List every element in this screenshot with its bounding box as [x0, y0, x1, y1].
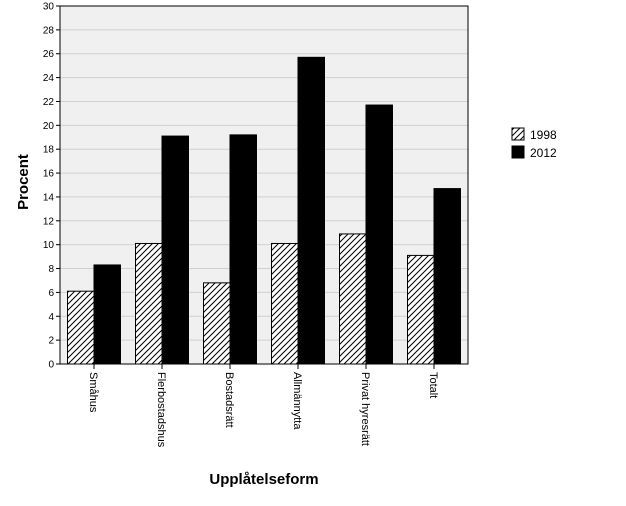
bar-2012-0 — [93, 264, 121, 365]
y-tick-label: 16 — [43, 169, 55, 180]
plot-frame — [59, 5, 469, 365]
grid-lines — [60, 29, 468, 341]
y-tick-label: 6 — [48, 288, 54, 299]
bar-1998-5 — [407, 254, 435, 365]
bar-2012-4 — [365, 104, 393, 365]
bar-1998-1 — [135, 242, 163, 365]
bar-2012-5 — [433, 188, 461, 365]
legend-swatch-1998 — [511, 127, 525, 141]
x-tick-label: Privat hyresrätt — [359, 372, 371, 446]
x-tick-label: Bostadsrätt — [223, 372, 235, 428]
x-axis-ticks: Småhus Flerbostadshus Bostadsrätt Allmännyt… — [87, 364, 439, 448]
bar-1998-3 — [271, 242, 299, 365]
bars — [67, 56, 461, 365]
y-tick-label: 22 — [43, 97, 55, 108]
bar-2012-1 — [161, 135, 189, 365]
y-tick-label: 10 — [43, 240, 55, 251]
bar-2012-3 — [297, 56, 325, 365]
y-tick-label: 2 — [48, 336, 54, 347]
bar-1998-0 — [67, 290, 95, 365]
y-tick-label: 12 — [43, 216, 55, 227]
y-tick-label: 26 — [43, 49, 55, 60]
legend-label-2012: 2012 — [530, 146, 557, 160]
x-tick-label: Totalt — [427, 372, 439, 398]
y-tick-label: 20 — [43, 121, 55, 132]
bar-2012-2 — [229, 134, 257, 365]
plot-background — [60, 6, 468, 364]
x-tick-label: Småhus — [87, 372, 99, 413]
legend: 1998 2012 — [511, 127, 557, 160]
bar-1998-4 — [339, 233, 367, 365]
y-tick-label: 0 — [48, 360, 54, 371]
y-tick-label: 4 — [48, 312, 54, 323]
y-tick-label: 24 — [43, 73, 55, 84]
y-tick-label: 14 — [43, 192, 55, 203]
legend-label-1998: 1998 — [530, 128, 557, 142]
x-axis-title: Upplåtelseform — [209, 471, 318, 488]
bar-1998-2 — [203, 282, 231, 365]
legend-swatch-2012 — [511, 145, 525, 159]
y-tick-label: 18 — [43, 145, 55, 156]
y-tick-label: 8 — [48, 264, 54, 275]
y-axis-title: Procent — [15, 154, 32, 210]
x-tick-label: Flerbostadshus — [155, 372, 167, 448]
y-tick-label: 28 — [43, 25, 55, 36]
x-tick-label: Allmännytta — [291, 372, 303, 430]
y-tick-label: 30 — [43, 2, 55, 13]
